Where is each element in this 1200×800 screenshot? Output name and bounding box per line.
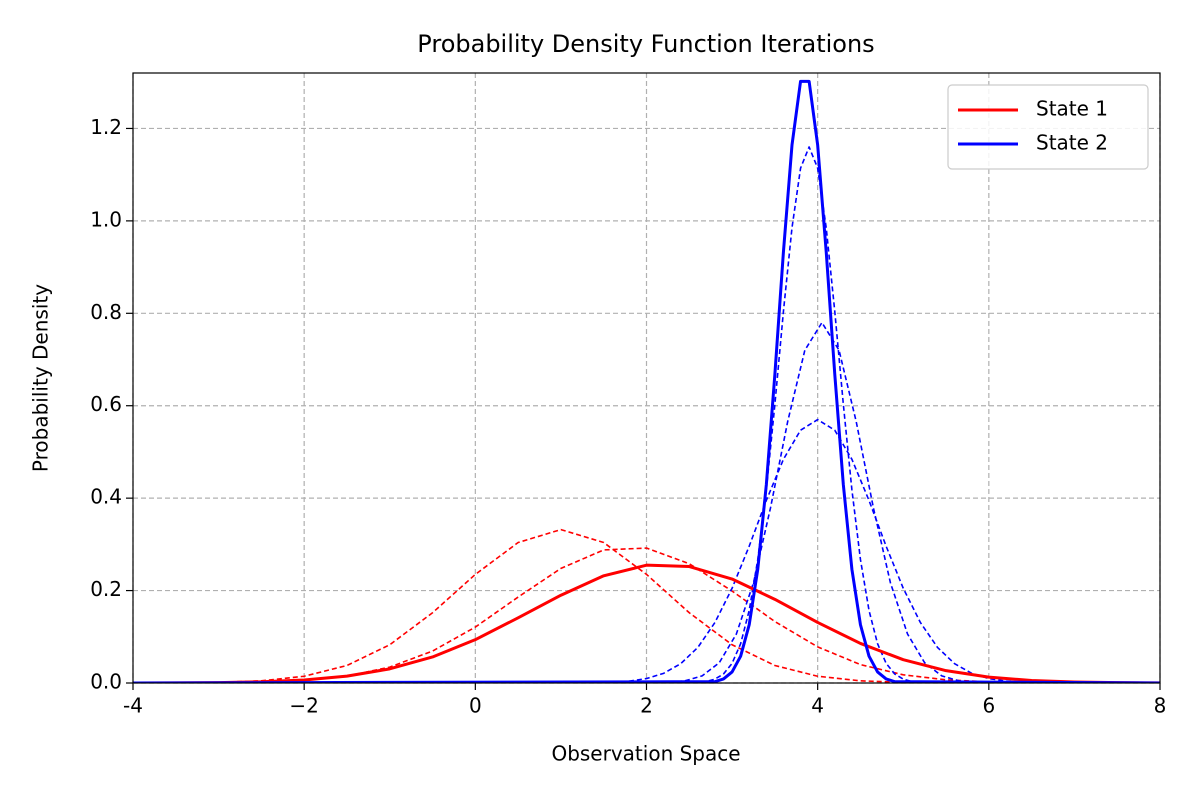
y-tick-label: 1.0 — [90, 207, 122, 231]
x-tick-label: −2 — [289, 694, 318, 718]
final-line — [133, 563, 1160, 683]
legend-label: State 1 — [1036, 97, 1108, 121]
y-axis-label: Probability Density — [29, 284, 53, 472]
y-tick-label: 0.4 — [90, 485, 122, 509]
y-tick-label: 0.0 — [90, 670, 122, 694]
plot-area — [133, 79, 1160, 683]
final-line — [133, 79, 1160, 683]
legend-box — [947, 84, 1149, 170]
x-tick-label: -4 — [123, 694, 143, 718]
x-tick-label: 8 — [1154, 694, 1167, 718]
x-axis-label: Observation Space — [551, 742, 740, 766]
x-tick-label: 4 — [811, 694, 824, 718]
chart-title: Probability Density Function Iterations — [417, 30, 874, 58]
x-tick-label: 2 — [640, 694, 653, 718]
y-tick-label: 0.2 — [90, 577, 122, 601]
y-tick-label: 0.6 — [90, 392, 122, 416]
y-tick-label: 0.8 — [90, 300, 122, 324]
x-tick-label: 0 — [469, 694, 482, 718]
y-tick-label: 1.2 — [90, 115, 122, 139]
iteration-line — [133, 146, 1160, 683]
iteration-line — [133, 321, 1160, 683]
x-tick-label: 6 — [982, 694, 995, 718]
plot-frame — [132, 72, 1161, 684]
iteration-line — [133, 418, 1160, 683]
legend-label: State 2 — [1036, 131, 1108, 155]
